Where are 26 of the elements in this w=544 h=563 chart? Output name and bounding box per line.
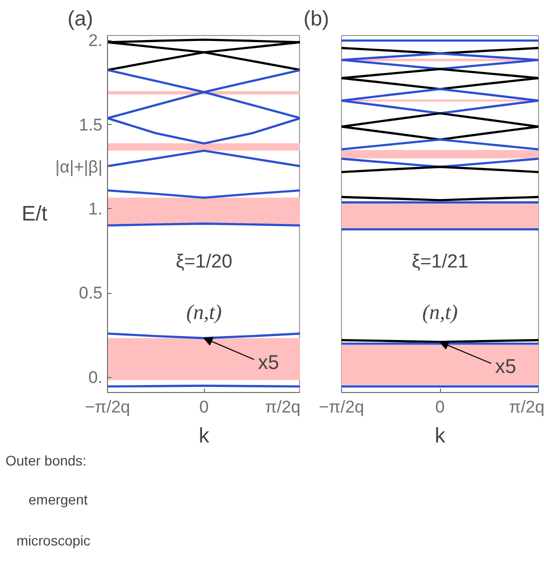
annotation: (n,t) bbox=[422, 300, 458, 324]
text: microscopic bbox=[16, 532, 90, 548]
y-tick-label: |α|+|β| bbox=[55, 157, 103, 176]
y-tick-label: 1.5 bbox=[78, 115, 103, 134]
annotation: ξ=1/20 bbox=[176, 252, 232, 273]
chart-title: (b) bbox=[304, 8, 330, 30]
text: Outer bonds: bbox=[6, 452, 86, 468]
x-tick-label: −π/2q bbox=[84, 398, 130, 416]
y-axis-title: E/t bbox=[22, 202, 48, 226]
y-tick-label: 0. bbox=[88, 368, 103, 387]
annotation: x5 bbox=[258, 352, 280, 374]
x-axis-title: k bbox=[198, 424, 210, 448]
annotation: ξ=1/21 bbox=[412, 252, 468, 273]
y-tick-label: 0.5 bbox=[78, 284, 103, 303]
y-tick-label: 2. bbox=[88, 31, 103, 50]
annotation: x5 bbox=[495, 356, 516, 378]
x-tick-label: π/2q bbox=[509, 398, 544, 416]
x-tick-label: 0 bbox=[435, 398, 445, 416]
x-tick-label: π/2q bbox=[265, 398, 301, 416]
y-tick-label: 1. bbox=[88, 199, 103, 218]
x-axis-title: k bbox=[434, 424, 446, 448]
x-tick-label: 0 bbox=[199, 398, 209, 416]
chart-title: (a) bbox=[68, 8, 94, 30]
text: emergent bbox=[28, 492, 88, 508]
x-tick-label: −π/2q bbox=[318, 398, 364, 416]
annotation: (n,t) bbox=[186, 300, 222, 324]
